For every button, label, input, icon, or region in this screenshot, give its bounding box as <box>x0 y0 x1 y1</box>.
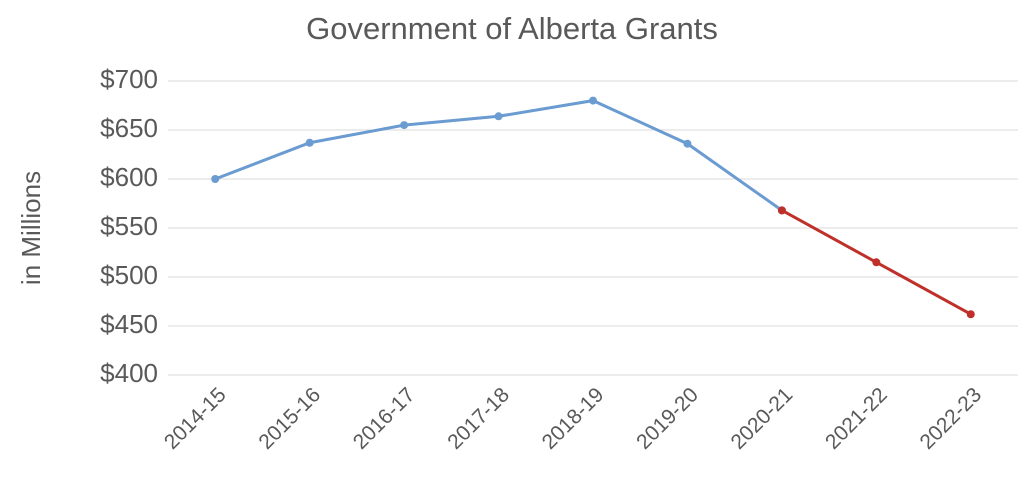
y-tick-label: $550 <box>100 211 158 241</box>
y-axis-title: in Millions <box>16 171 46 285</box>
chart-title: Government of Alberta Grants <box>306 11 718 46</box>
y-tick-label: $500 <box>100 260 158 290</box>
y-tick-label: $400 <box>100 358 158 388</box>
x-tick-label: 2021-22 <box>821 383 892 454</box>
x-tick-label: 2020-21 <box>727 383 798 454</box>
x-tick-label: 2019-20 <box>632 383 703 454</box>
data-point <box>872 258 881 267</box>
y-tick-label: $700 <box>100 64 158 94</box>
x-tick-label: 2015-16 <box>254 383 325 454</box>
x-tick-label: 2014-15 <box>160 383 231 454</box>
x-tick-label: 2018-19 <box>538 383 609 454</box>
data-point <box>966 310 975 319</box>
data-point <box>305 138 314 147</box>
y-tick-label: $650 <box>100 113 158 143</box>
data-point <box>777 206 786 215</box>
data-point <box>494 112 503 121</box>
x-tick-label: 2022-23 <box>915 383 986 454</box>
y-tick-label: $600 <box>100 162 158 192</box>
x-tick-label: 2017-18 <box>443 383 514 454</box>
data-point <box>211 175 220 183</box>
y-tick-label: $450 <box>100 309 158 339</box>
x-tick-label: 2016-17 <box>349 383 420 454</box>
data-point <box>400 121 409 130</box>
data-point <box>589 96 597 105</box>
data-point <box>683 139 692 148</box>
